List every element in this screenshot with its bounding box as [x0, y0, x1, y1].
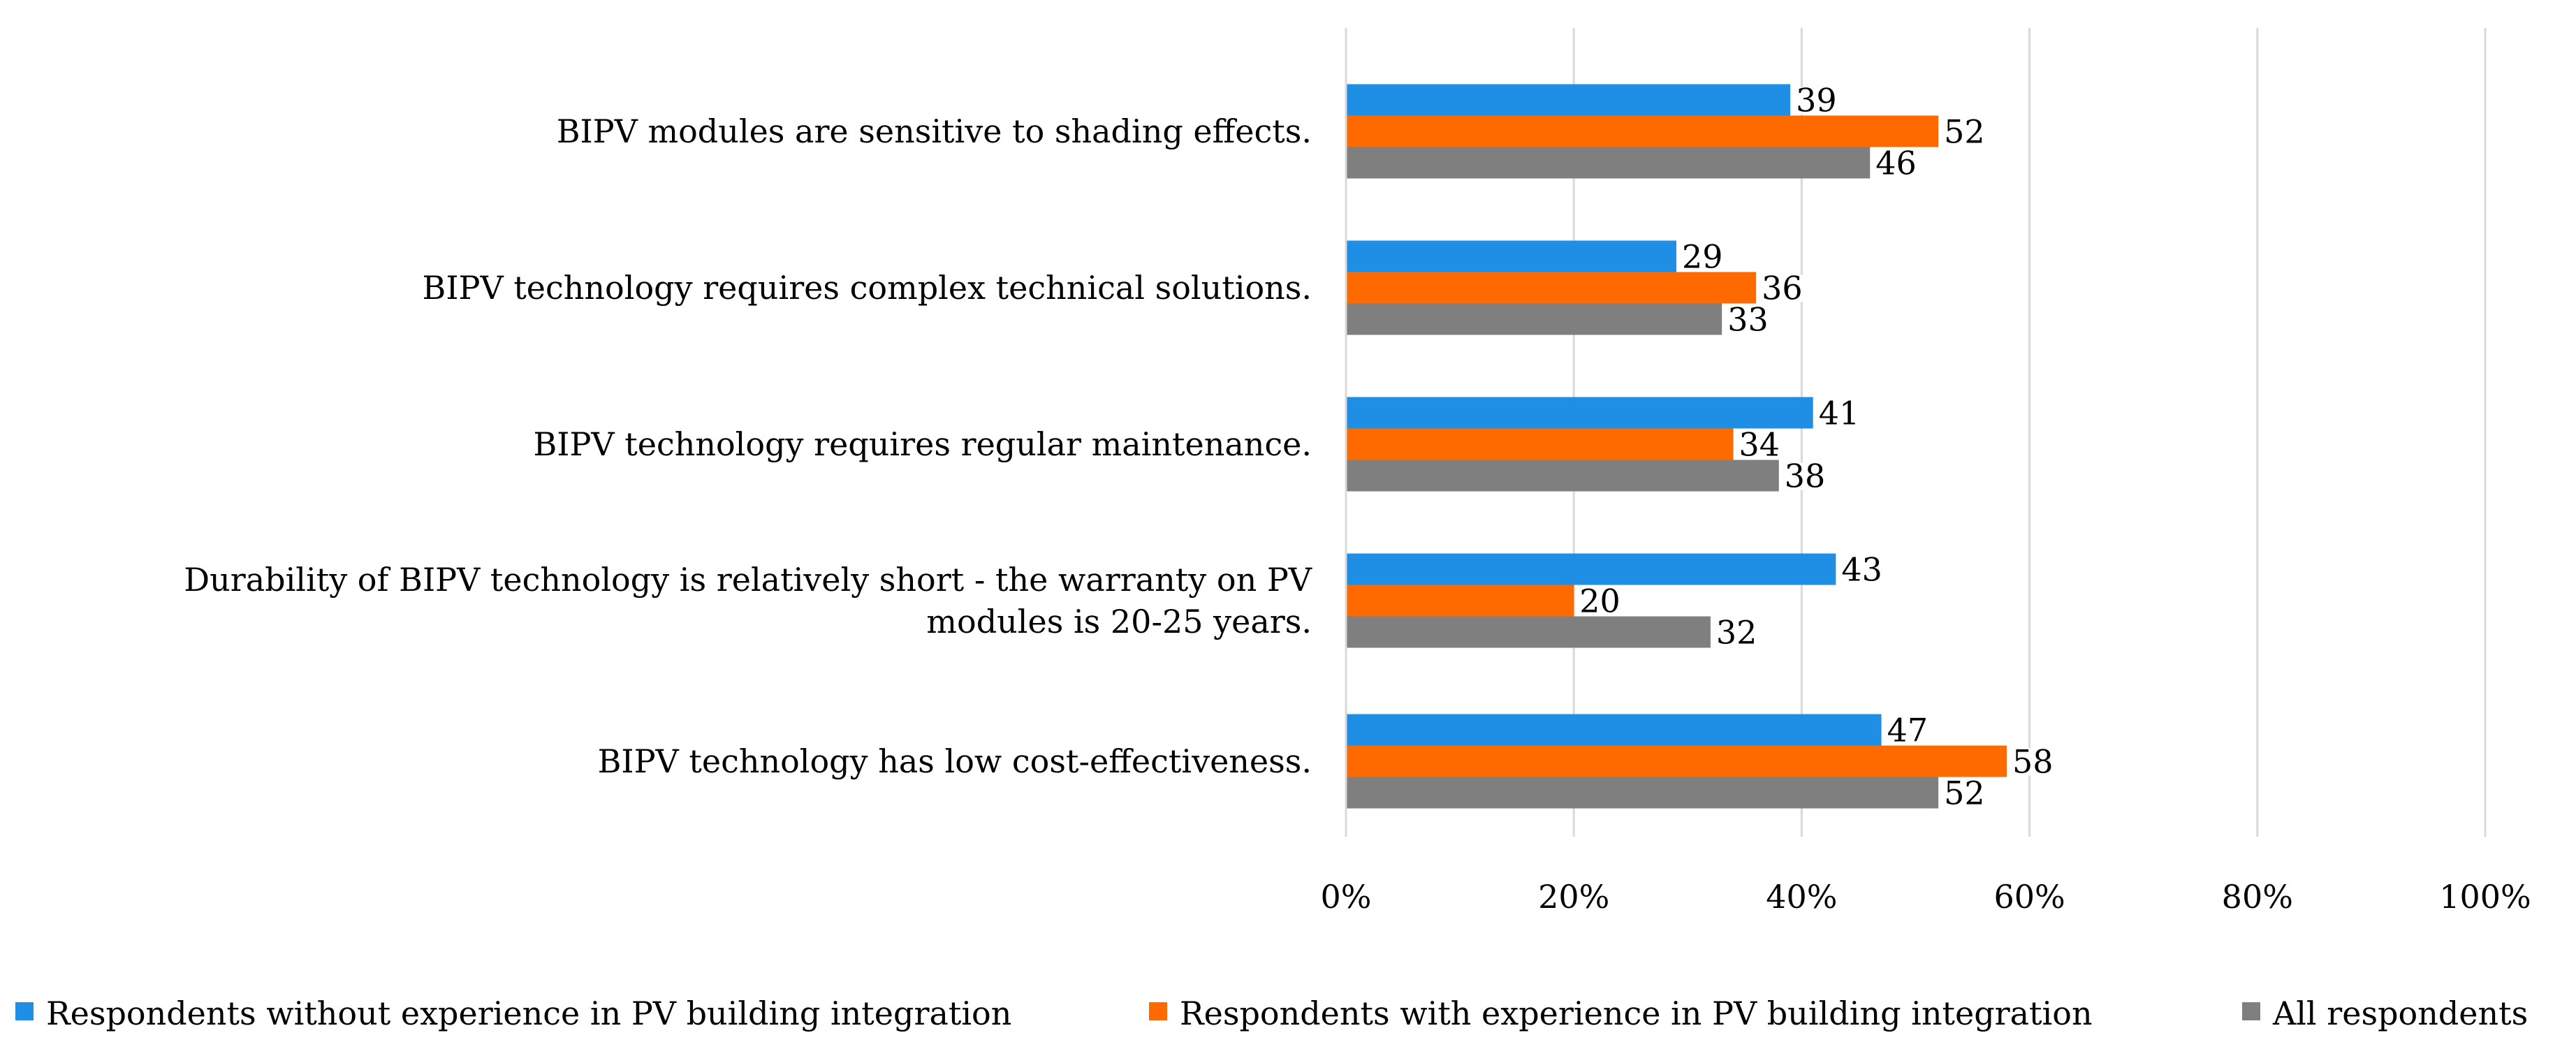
- data-label: 33: [1727, 301, 1769, 339]
- data-label-bg: [1575, 587, 1623, 615]
- legend-label: Respondents without experience in PV bui…: [46, 995, 1011, 1032]
- data-label-bg: [1871, 149, 1919, 177]
- data-label: 41: [1819, 395, 1860, 432]
- bar: [1346, 616, 1711, 648]
- x-tick-label: 80%: [2222, 878, 2293, 916]
- data-label-bg: [1757, 274, 1806, 302]
- bar: [1346, 714, 1882, 746]
- data-label-bg: [1940, 779, 1988, 807]
- x-tick-label: 20%: [1538, 878, 1609, 916]
- bar: [1346, 428, 1734, 460]
- data-label: 58: [2012, 743, 2054, 781]
- legend-swatch: [2242, 1002, 2260, 1020]
- category-label: BIPV technology has low cost-effectivene…: [598, 742, 1312, 780]
- bar: [1346, 272, 1757, 304]
- data-label: 52: [1944, 113, 1985, 151]
- data-label: 38: [1785, 457, 1826, 495]
- data-label: 36: [1762, 270, 1803, 307]
- data-label-bg: [1814, 399, 1862, 427]
- category-label: BIPV modules are sensitive to shading ef…: [557, 112, 1312, 150]
- x-tick-label: 60%: [1993, 878, 2065, 916]
- bar: [1346, 303, 1722, 335]
- bar: [1346, 553, 1836, 585]
- bar: [1346, 585, 1574, 617]
- data-label: 34: [1739, 426, 1780, 464]
- data-label-bg: [1780, 462, 1828, 490]
- category-labels: BIPV modules are sensitive to shading ef…: [184, 112, 1312, 780]
- bar: [1346, 397, 1813, 429]
- data-label: 43: [1841, 551, 1882, 589]
- data-label-bg: [2007, 748, 2056, 776]
- legend-label: All respondents: [2272, 995, 2528, 1032]
- data-label: 20: [1579, 582, 1620, 620]
- bar: [1346, 147, 1871, 179]
- data-label: 46: [1875, 145, 1917, 182]
- data-label: 29: [1682, 238, 1723, 276]
- data-label-bg: [1677, 243, 1725, 271]
- data-label-bg: [1734, 431, 1783, 459]
- legend-swatch: [1149, 1002, 1167, 1020]
- bar: [1346, 84, 1791, 116]
- category-label: Durability of BIPV technology is relativ…: [184, 561, 1312, 599]
- category-label: modules is 20-25 years.: [926, 603, 1312, 640]
- bar: [1346, 115, 1939, 147]
- bar: [1346, 460, 1779, 492]
- bar: [1346, 777, 1939, 809]
- x-tick-label: 100%: [2439, 878, 2531, 916]
- bars: [1346, 84, 2007, 809]
- data-label: 52: [1944, 775, 1985, 812]
- legend-label: Respondents with experience in PV buildi…: [1180, 995, 2093, 1032]
- x-tick-label: 0%: [1321, 878, 1372, 916]
- data-label: 32: [1716, 614, 1757, 652]
- data-label: 39: [1796, 82, 1837, 119]
- data-label-bg: [1723, 306, 1771, 334]
- data-label-bg: [1792, 87, 1840, 115]
- legend-swatch: [15, 1002, 34, 1020]
- category-label: BIPV technology requires complex technic…: [423, 269, 1312, 307]
- data-label-bg: [1837, 556, 1885, 584]
- x-tick-labels: 0% 20% 40% 60% 80% 100%: [1321, 878, 2531, 916]
- data-label: 47: [1887, 712, 1929, 749]
- data-label-bg: [1940, 118, 1988, 146]
- bar: [1346, 745, 2007, 777]
- x-tick-label: 40%: [1766, 878, 1837, 916]
- category-label: BIPV technology requires regular mainten…: [534, 425, 1312, 463]
- bar: [1346, 240, 1676, 272]
- data-label-bg: [1882, 717, 1931, 745]
- data-label-bg: [1711, 619, 1759, 647]
- legend: Respondents without experience in PV bui…: [15, 995, 2528, 1032]
